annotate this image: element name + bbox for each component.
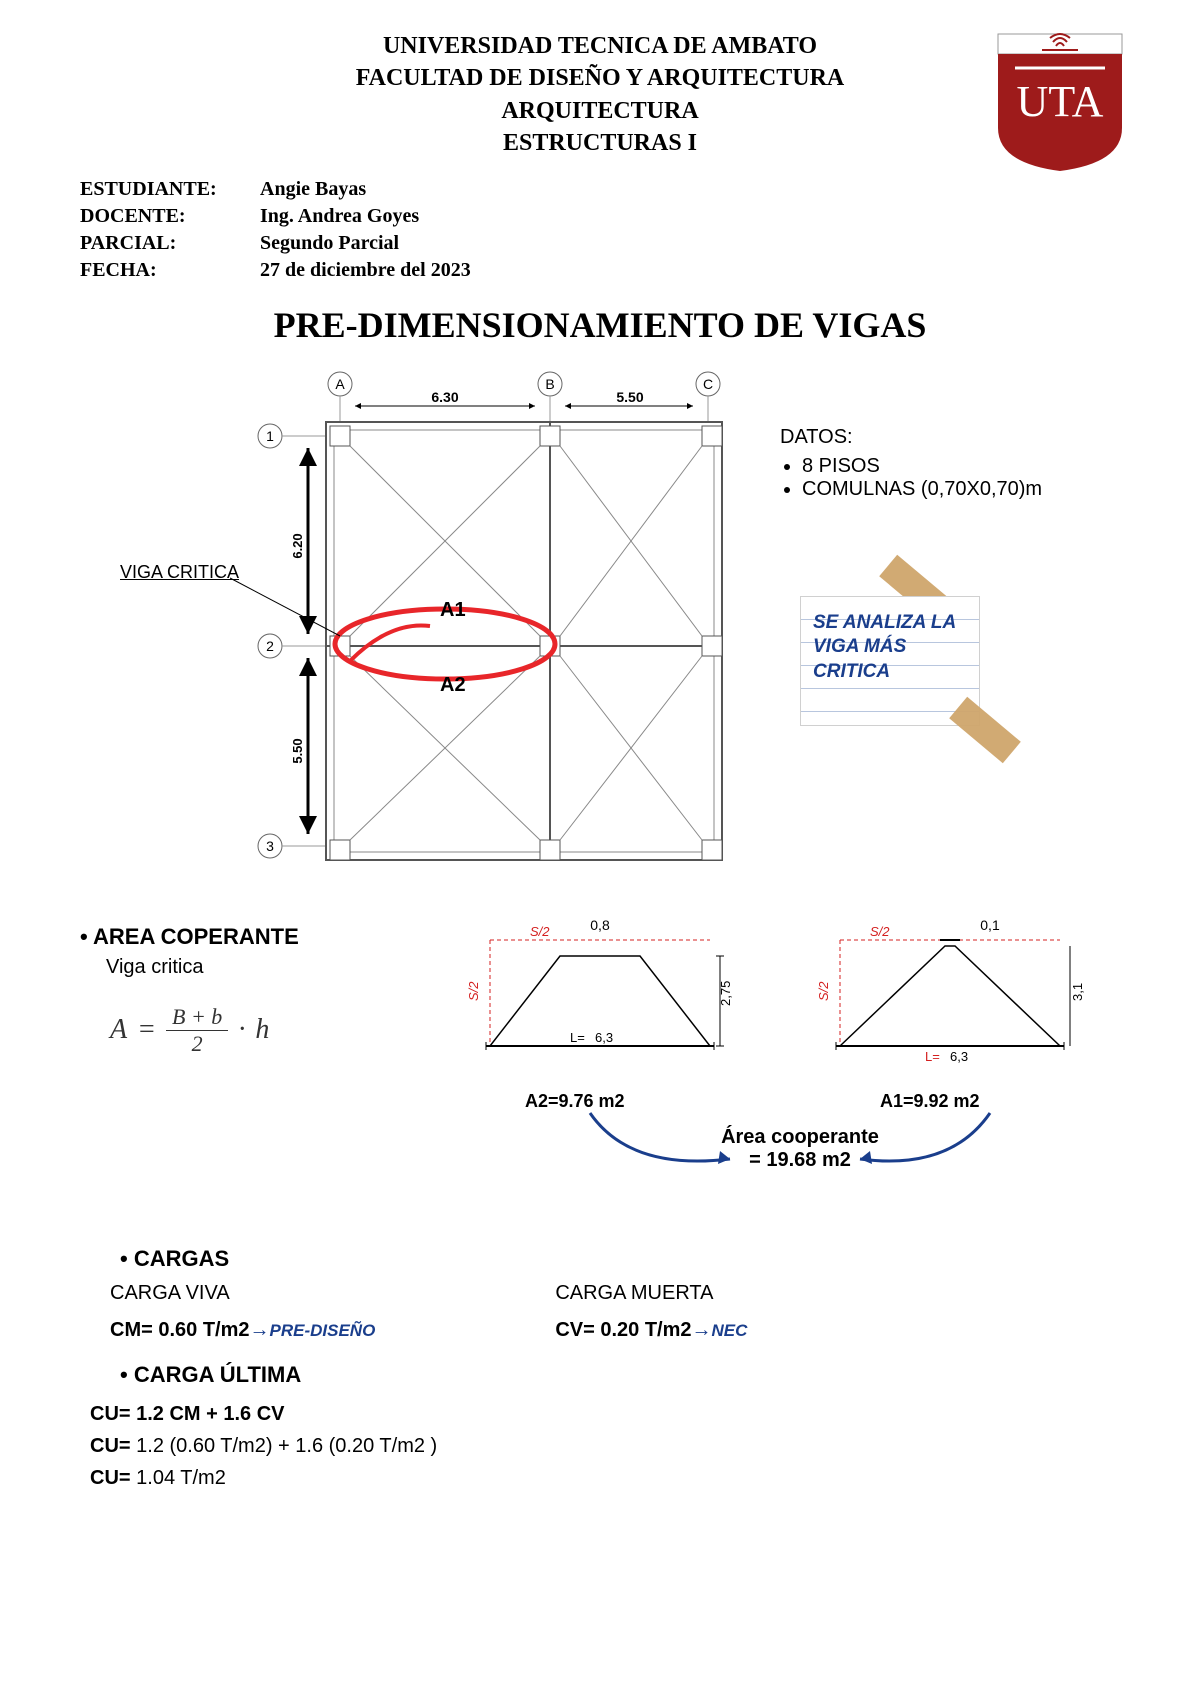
viga-critica-label: VIGA CRITICA [120,562,239,583]
header-line3: ARQUITECTURA [80,95,1120,127]
analysis-note: SE ANALIZA LA VIGA MÁS CRITICA [800,596,980,726]
svg-text:0,8: 0,8 [590,917,610,933]
svg-text:S/2: S/2 [816,980,831,1000]
trapezoid-diagrams: 0,8 S/2 S/2 L= 6,3 2,75 A2=9.76 m2 0,1 S… [410,916,1120,1176]
info-label: DOCENTE: [80,205,260,228]
svg-text:L=: L= [570,1030,585,1045]
datos-block: DATOS: 8 PISOS COMULNAS (0,70X0,70)m [780,426,1042,501]
svg-text:1: 1 [266,428,274,444]
svg-text:5.50: 5.50 [616,389,643,405]
datos-item: COMULNAS (0,70X0,70)m [802,478,1042,501]
area-heading: AREA COPERANTE [80,924,410,950]
svg-text:S/2: S/2 [466,980,481,1000]
svg-text:6.20: 6.20 [290,533,305,558]
header-line2: FACULTAD DE DISEÑO Y ARQUITECTURA [80,62,1120,94]
area-formula: A = B + b2 · h [110,1004,410,1057]
header-line1: UNIVERSIDAD TECNICA DE AMBATO [80,30,1120,62]
info-value: Segundo Parcial [260,232,399,255]
tape-decoration [949,696,1021,762]
info-label: FECHA: [80,259,260,282]
svg-text:L=: L= [925,1049,940,1064]
datos-title: DATOS: [780,426,1042,449]
svg-text:A: A [335,376,345,392]
svg-text:5.50: 5.50 [290,738,305,763]
area-sub: Viga critica [106,956,410,979]
svg-text:2,75: 2,75 [718,980,733,1005]
cv-value: CV= 0.20 T/m2→NEC [555,1319,747,1342]
carga-viva-label: CARGA VIVA [110,1282,375,1305]
svg-text:6,3: 6,3 [595,1030,613,1045]
area-total: Área cooperante = 19.68 m2 [700,1126,900,1172]
document-header: UNIVERSIDAD TECNICA DE AMBATO FACULTAD D… [80,30,1120,160]
svg-text:S/2: S/2 [870,924,890,939]
svg-text:3: 3 [266,838,274,854]
svg-text:B: B [545,376,554,392]
svg-text:2: 2 [266,638,274,654]
structural-grid-diagram: A B C 1 2 3 6.30 5.50 6.20 5.50 [80,366,1120,886]
info-label: ESTUDIANTE: [80,178,260,201]
svg-text:S/2: S/2 [530,924,550,939]
logo-text: UTA [1017,77,1104,126]
ultima-heading: CARGA ÚLTIMA [120,1362,1120,1388]
carga-muerta-label: CARGA MUERTA [555,1282,747,1305]
svg-text:A1: A1 [440,599,466,621]
info-label: PARCIAL: [80,232,260,255]
header-line4: ESTRUCTURAS I [80,127,1120,159]
cu-calculations: CU= 1.2 CM + 1.6 CV CU= 1.2 (0.60 T/m2) … [90,1398,1120,1494]
info-value: 27 de diciembre del 2023 [260,259,471,282]
cargas-heading: CARGAS [120,1246,1120,1272]
svg-text:A2: A2 [440,674,466,696]
datos-item: 8 PISOS [802,455,1042,478]
svg-text:3,1: 3,1 [1070,982,1085,1000]
info-block: ESTUDIANTE:Angie Bayas DOCENTE:Ing. Andr… [80,178,1120,282]
info-value: Ing. Andrea Goyes [260,205,419,228]
uta-logo: UTA [990,28,1130,173]
info-value: Angie Bayas [260,178,366,201]
svg-text:6,3: 6,3 [950,1049,968,1064]
main-title: PRE-DIMENSIONAMIENTO DE VIGAS [80,304,1120,346]
svg-text:6.30: 6.30 [431,389,458,405]
svg-text:C: C [703,376,713,392]
svg-text:0,1: 0,1 [980,917,1000,933]
cm-value: CM= 0.60 T/m2→PRE-DISEÑO [110,1319,375,1342]
